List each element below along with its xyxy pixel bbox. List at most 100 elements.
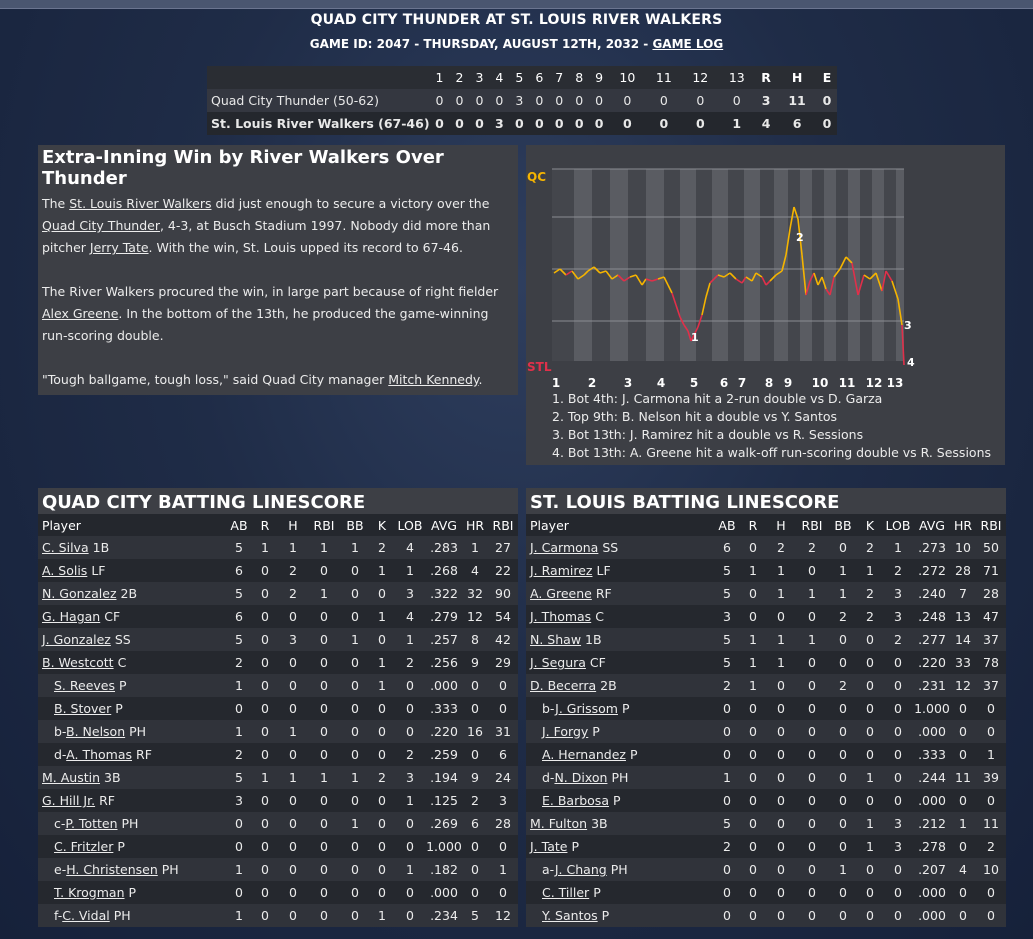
stat-cell: 5 xyxy=(723,816,731,831)
recap-headline: Extra-Inning Win by River Walkers Over T… xyxy=(42,147,444,189)
stat-cell: 11 xyxy=(983,816,999,831)
hits-header: H xyxy=(791,70,803,85)
stat-cell: 0 xyxy=(406,885,414,900)
stat-cell: 0 xyxy=(351,862,359,877)
player-link[interactable]: J. Ramirez xyxy=(530,563,593,578)
stat-cell: 0 xyxy=(320,609,328,624)
stat-cell: 1 xyxy=(471,540,479,555)
player-link[interactable]: J. Carmona xyxy=(530,540,599,555)
player-link[interactable]: A. Hernandez xyxy=(542,747,626,762)
player-link[interactable]: M. Fulton xyxy=(530,816,588,831)
player-link[interactable]: M. Austin xyxy=(42,770,101,785)
player-link-jerry-tate[interactable]: Jerry Tate xyxy=(89,240,149,255)
game-log-link[interactable]: GAME LOG xyxy=(652,37,724,51)
recap-paragraph-1: The St. Louis River Walkers did just eno… xyxy=(42,193,514,259)
stat-cell: 0 xyxy=(289,701,297,716)
stat-cell: .257 xyxy=(430,632,458,647)
stat-cell: 0 xyxy=(261,862,269,877)
stat-cell: 0 xyxy=(959,885,967,900)
win-prob-segment xyxy=(885,270,893,282)
linescore-team-name: St. Louis River Walkers (67-46) xyxy=(211,116,430,131)
table-row: S. Reeves P 1 0 0 0 0 1 0 .000 0 0 xyxy=(38,674,518,697)
stat-cell: 0 xyxy=(839,839,847,854)
player-link[interactable]: B. Stover xyxy=(54,701,112,716)
inning-runs: 0 xyxy=(475,116,484,131)
player-link[interactable]: J. Segura xyxy=(530,655,586,670)
player-position: P xyxy=(117,839,125,854)
stat-cell: 3 xyxy=(894,839,902,854)
player-position: RF xyxy=(136,747,152,762)
team-link-quad-city[interactable]: Quad City Thunder xyxy=(42,218,160,233)
player-link[interactable]: A. Thomas xyxy=(66,747,133,762)
stat-cell: 5 xyxy=(723,563,731,578)
manager-link-mitch-kennedy[interactable]: Mitch Kennedy xyxy=(388,372,479,387)
player-link[interactable]: B. Westcott xyxy=(42,655,114,670)
win-prob-segment xyxy=(671,292,677,306)
player-link[interactable]: J. Thomas xyxy=(530,609,592,624)
win-prob-segment xyxy=(901,324,905,366)
inning-runs: 0 xyxy=(659,116,669,131)
win-prob-segment xyxy=(785,228,791,256)
stat-cell: 0 xyxy=(378,793,386,808)
player-link[interactable]: J. Grissom xyxy=(555,701,618,716)
player-link[interactable]: H. Christensen xyxy=(66,862,158,877)
player-link[interactable]: B. Nelson xyxy=(66,724,126,739)
stat-cell: 0 xyxy=(894,747,902,762)
event-marker: 1 xyxy=(691,331,699,344)
player-link[interactable]: J. Gonzalez xyxy=(42,632,111,647)
stat-cell: 2 xyxy=(235,747,243,762)
half-inning-band xyxy=(646,169,664,361)
player-link[interactable]: C. Vidal xyxy=(62,908,110,923)
win-prob-segment xyxy=(745,276,753,282)
player-link[interactable]: E. Barbosa xyxy=(542,793,609,808)
player-link[interactable]: J. Tate xyxy=(530,839,568,854)
player-link[interactable]: N. Gonzalez xyxy=(42,586,117,601)
win-prob-segment xyxy=(751,272,757,282)
player-link[interactable]: P. Totten xyxy=(65,816,118,831)
stat-cell: 0 xyxy=(499,678,507,693)
player-link[interactable]: S. Reeves xyxy=(54,678,115,693)
player-cell: G. Hagan CF xyxy=(38,605,226,628)
stat-cell: 0 xyxy=(499,839,507,854)
player-link[interactable]: C. Fritzler xyxy=(54,839,114,854)
inning-tick-label: 9 xyxy=(784,376,792,390)
stat-cell: 1 xyxy=(749,678,757,693)
stat-cell: 1 xyxy=(839,563,847,578)
stat-cell: 1 xyxy=(749,563,757,578)
play-notes: 1. Bot 4th: J. Carmona hit a 2-run doubl… xyxy=(552,390,991,462)
win-prob-segment xyxy=(765,280,771,286)
player-link[interactable]: J. Chang xyxy=(554,862,607,877)
player-link[interactable]: J. Forgy xyxy=(542,724,589,739)
table-row: J. Ramirez LF 5 1 1 0 1 1 2 .272 28 71 xyxy=(526,559,1006,582)
player-link[interactable]: T. Krogman xyxy=(54,885,125,900)
win-prob-segment xyxy=(623,276,631,282)
stat-cell: 5 xyxy=(235,632,243,647)
player-cell: b-J. Grissom P xyxy=(526,697,714,720)
stat-cell: 6 xyxy=(235,609,243,624)
player-link[interactable]: D. Becerra xyxy=(530,678,597,693)
player-link[interactable]: N. Shaw xyxy=(530,632,582,647)
stat-cell: 1 xyxy=(749,632,757,647)
batting-col-header: K xyxy=(370,514,394,536)
player-link[interactable]: G. Hagan xyxy=(42,609,101,624)
player-link-alex-greene[interactable]: Alex Greene xyxy=(42,306,119,321)
stat-cell: 3 xyxy=(894,586,902,601)
stat-cell: 0 xyxy=(749,586,757,601)
player-link[interactable]: G. Hill Jr. xyxy=(42,793,96,808)
stat-cell: 0 xyxy=(351,839,359,854)
player-link[interactable]: A. Solis xyxy=(42,563,88,578)
table-row: b-B. Nelson PH 1 0 1 0 0 0 0 .220 16 31 xyxy=(38,720,518,743)
player-link[interactable]: Y. Santos xyxy=(542,908,598,923)
stat-cell: 12 xyxy=(955,678,971,693)
team-link-st-louis[interactable]: St. Louis River Walkers xyxy=(69,196,212,211)
player-position: SS xyxy=(114,632,131,647)
inning-tick-label: 8 xyxy=(765,376,773,390)
table-row: A. Greene RF 5 0 1 1 1 2 3 .240 7 28 xyxy=(526,582,1006,605)
stat-cell: 0 xyxy=(289,816,297,831)
player-link[interactable]: C. Silva xyxy=(42,540,89,555)
player-link[interactable]: A. Greene xyxy=(530,586,592,601)
recap-text: . xyxy=(478,372,483,387)
player-link[interactable]: N. Dixon xyxy=(554,770,608,785)
win-prob-segment xyxy=(593,266,601,274)
player-link[interactable]: C. Tiller xyxy=(542,885,590,900)
